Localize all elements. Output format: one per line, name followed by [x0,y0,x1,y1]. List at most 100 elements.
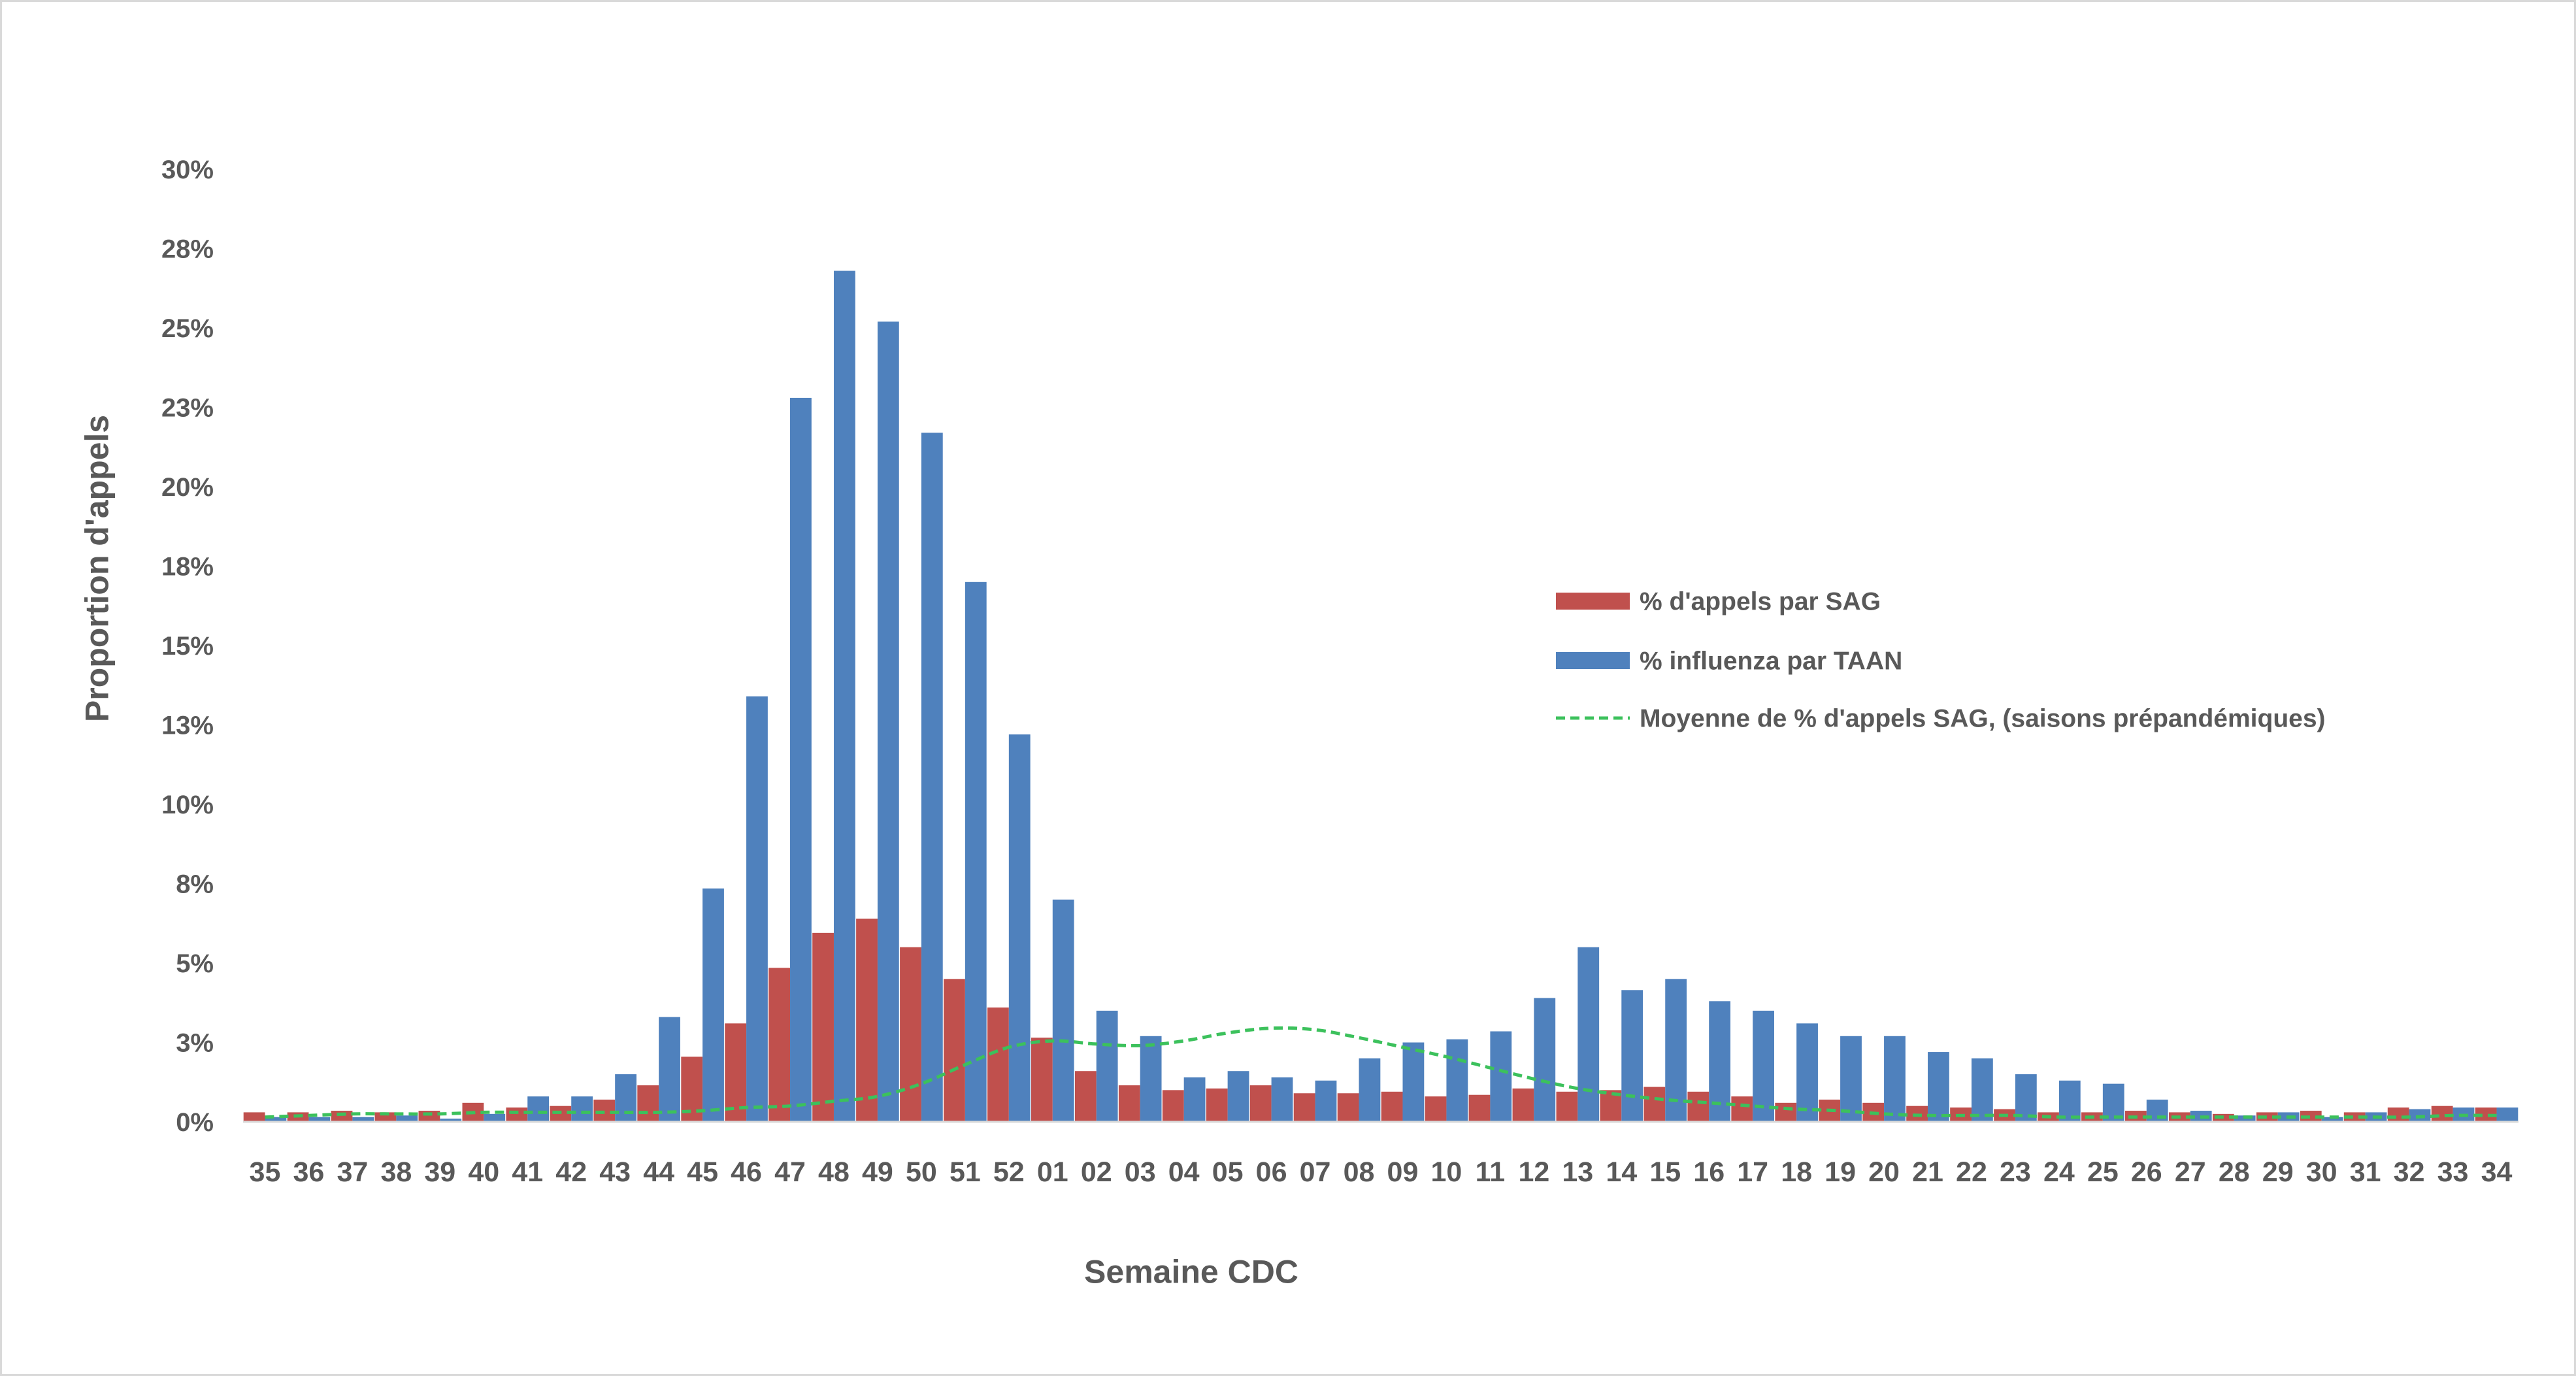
bar-sag-44 [637,1085,659,1122]
bar-sag-50 [900,947,921,1122]
x-tick-label: 38 [380,1156,412,1188]
y-tick-label: 0% [176,1108,214,1137]
bar-sag-52 [987,1007,1009,1122]
series-line-moyenne [265,1026,2497,1119]
bar-taan-34 [2496,1107,2518,1122]
bar-taan-06 [1271,1077,1293,1122]
bar-sag-01 [1031,1038,1053,1122]
bar-taan-36 [308,1117,331,1122]
bar-taan-13 [1577,947,1600,1122]
bar-taan-23 [2015,1074,2037,1122]
bar-sag-08 [1337,1093,1359,1122]
y-axis-tick-labels: 0% 3% 5% 8% 10% 13% 15% 18% 20% 23% 25% 28% 30% [161,156,214,1137]
x-tick-label: 33 [2437,1156,2469,1188]
bar-taan-43 [615,1074,636,1122]
bar-taan-02 [1096,1010,1118,1122]
x-tick-label: 32 [2394,1156,2425,1188]
x-tick-label: 06 [1256,1156,1287,1188]
bar-sag-09 [1381,1091,1403,1122]
x-tick-label: 34 [2481,1156,2513,1188]
bar-taan-07 [1315,1080,1337,1122]
x-tick-label: 08 [1344,1156,1375,1188]
x-tick-label: 27 [2175,1156,2206,1188]
x-axis-title: Semaine CDC [1084,1254,1298,1290]
bar-taan-46 [746,696,768,1122]
x-tick-label: 22 [1956,1156,1987,1188]
y-tick-label: 13% [161,712,214,740]
legend: % d'appels par SAG % influenza par TAAN … [1556,588,2326,733]
bar-sag-33 [2431,1106,2453,1122]
bar-taan-08 [1359,1058,1381,1122]
x-tick-label: 42 [555,1156,587,1188]
x-tick-label: 50 [906,1156,937,1188]
bar-sag-51 [944,979,965,1122]
legend-item-sag: % d'appels par SAG [1556,588,1881,616]
x-tick-label: 24 [2043,1156,2075,1188]
bar-taan-18 [1796,1023,1818,1122]
x-tick-label: 05 [1212,1156,1244,1188]
bar-series [243,270,2518,1122]
x-tick-label: 07 [1300,1156,1331,1188]
x-tick-label: 18 [1781,1156,1812,1188]
x-tick-label: 37 [337,1156,368,1188]
x-tick-label: 51 [949,1156,981,1188]
bar-taan-40 [484,1113,506,1122]
bar-sag-06 [1249,1085,1272,1122]
bar-taan-42 [571,1096,593,1122]
x-tick-label: 35 [250,1156,281,1188]
bar-sag-31 [2343,1112,2366,1122]
bar-sag-05 [1206,1088,1228,1122]
x-tick-label: 04 [1168,1156,1200,1188]
bar-taan-10 [1446,1039,1468,1122]
x-tick-label: 13 [1562,1156,1593,1188]
x-tick-label: 39 [424,1156,455,1188]
x-tick-label: 44 [643,1156,674,1188]
x-tick-label: 29 [2262,1156,2294,1188]
x-tick-label: 48 [818,1156,850,1188]
x-tick-label: 16 [1693,1156,1725,1188]
bar-sag-46 [725,1023,747,1122]
x-tick-label: 46 [731,1156,762,1188]
bar-taan-49 [877,321,899,1122]
x-tick-label: 31 [2350,1156,2381,1188]
y-tick-label: 15% [161,632,214,661]
bar-taan-12 [1534,998,1556,1122]
y-tick-label: 23% [161,394,214,423]
x-tick-label: 02 [1081,1156,1112,1188]
bar-sag-02 [1074,1071,1097,1122]
x-tick-label: 14 [1606,1156,1637,1188]
bar-taan-30 [2321,1117,2343,1122]
bar-taan-39 [440,1119,462,1122]
legend-item-taan: % influenza par TAAN [1556,647,1902,676]
bar-taan-24 [2058,1080,2081,1122]
bar-taan-21 [1928,1052,1949,1122]
x-tick-label: 28 [2219,1156,2250,1188]
bar-sag-48 [812,932,834,1122]
legend-swatch-taan [1556,652,1630,669]
x-tick-label: 43 [599,1156,631,1188]
bar-sag-16 [1687,1091,1709,1122]
bar-sag-37 [331,1110,353,1122]
x-tick-label: 45 [687,1156,718,1188]
legend-label-taan: % influenza par TAAN [1640,647,1902,676]
x-tick-label: 52 [993,1156,1025,1188]
x-tick-label: 41 [512,1156,543,1188]
x-tick-label: 47 [774,1156,806,1188]
x-tick-label: 01 [1037,1156,1068,1188]
bar-sag-10 [1425,1096,1447,1122]
x-tick-label: 26 [2131,1156,2162,1188]
bar-sag-34 [2475,1107,2497,1122]
bar-sag-35 [243,1112,265,1122]
bar-taan-48 [833,270,855,1122]
bar-sag-03 [1118,1085,1140,1122]
x-tick-label: 21 [1912,1156,1943,1188]
line-series [265,1026,2497,1119]
bar-taan-35 [265,1117,287,1122]
bar-taan-22 [1971,1058,1993,1122]
y-tick-label: 5% [176,949,214,978]
x-tick-label: 40 [468,1156,499,1188]
bar-taan-50 [921,433,943,1122]
bar-taan-14 [1621,990,1643,1122]
